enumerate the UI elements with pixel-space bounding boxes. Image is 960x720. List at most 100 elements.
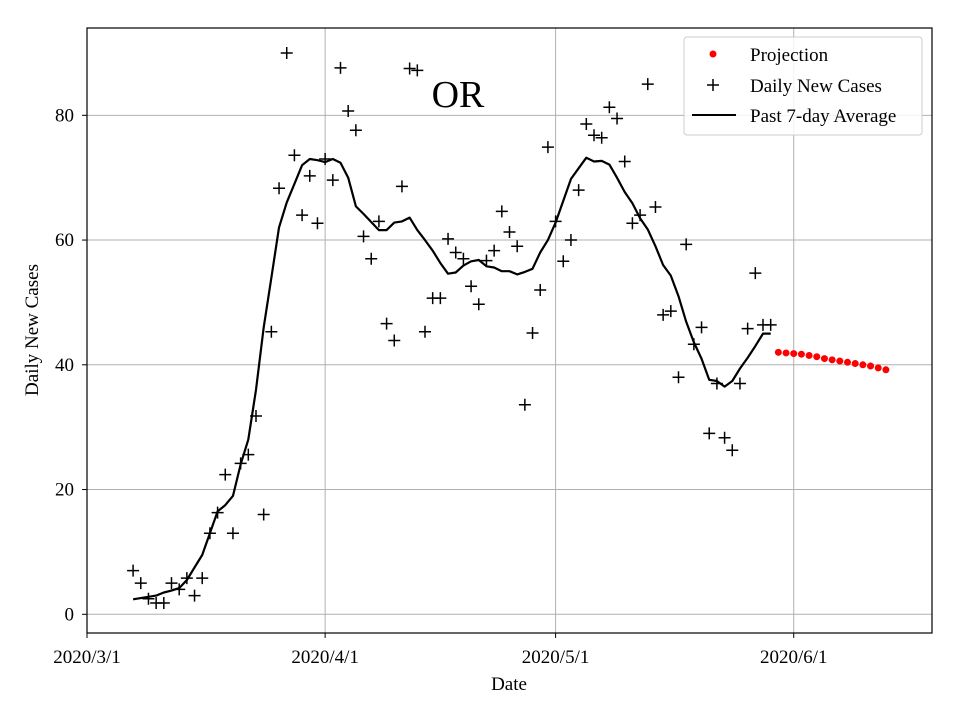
daily-case-marker [211, 506, 224, 519]
daily-case-marker [549, 215, 562, 228]
daily-case-marker [234, 457, 247, 470]
daily-case-marker [649, 201, 662, 214]
daily-case-marker [618, 155, 631, 168]
daily-case-marker [518, 398, 531, 411]
daily-case-marker [349, 124, 362, 137]
daily-case-marker [657, 308, 670, 321]
projection-point [813, 353, 821, 361]
y-tick-label: 20 [55, 480, 74, 501]
daily-case-marker [388, 334, 401, 347]
y-tick-label: 40 [55, 355, 74, 376]
daily-case-marker [680, 238, 693, 251]
daily-case-marker [342, 104, 355, 117]
legend-label-projection: Projection [750, 45, 829, 66]
x-tick-label: 2020/3/1 [53, 647, 121, 668]
daily-case-marker [749, 267, 762, 280]
daily-case-marker [580, 118, 593, 131]
daily-case-marker [626, 217, 639, 230]
daily-case-marker [219, 468, 232, 481]
daily-case-marker [603, 101, 616, 114]
x-tick-label: 2020/5/1 [522, 647, 590, 668]
daily-case-marker [334, 61, 347, 74]
daily-case-marker [395, 180, 408, 193]
y-axis-label: Daily New Cases [22, 264, 43, 396]
daily-case-marker [741, 322, 754, 335]
daily-case-marker [196, 572, 209, 585]
x-axis-label: Date [491, 674, 527, 695]
daily-case-marker [134, 577, 147, 590]
daily-case-marker [480, 254, 493, 267]
projection-point [851, 360, 859, 368]
daily-case-marker [419, 325, 431, 338]
daily-case-marker [411, 64, 424, 77]
daily-case-marker [165, 577, 178, 590]
daily-case-marker [203, 527, 216, 540]
projection-point [874, 364, 882, 372]
legend-marker-projection [709, 50, 717, 58]
daily-case-marker [303, 169, 316, 182]
daily-case-marker [288, 149, 301, 162]
projection-point [844, 358, 851, 366]
legend-box [683, 36, 923, 136]
y-tick-label: 0 [65, 604, 75, 625]
daily-case-marker [326, 174, 339, 187]
daily-case-marker [526, 326, 539, 339]
daily-case-marker [588, 129, 600, 142]
daily-case-marker [534, 283, 547, 296]
daily-case-marker [710, 377, 723, 390]
daily-case-marker [457, 252, 470, 265]
daily-case-marker [188, 589, 201, 602]
daily-case-marker [733, 377, 746, 390]
projection-point [774, 348, 782, 356]
tick-layer: 2020/3/1 2020/4/1 2020/5/1 2020/6/1 0 20 40 60 8… [53, 105, 827, 668]
daily-case-marker [672, 371, 685, 384]
daily-case-marker [503, 225, 516, 238]
y-tick-label: 80 [55, 105, 74, 126]
daily-case-marker [564, 234, 577, 247]
projection-point [797, 350, 805, 358]
daily-case-marker [250, 409, 262, 422]
projection-point [782, 349, 790, 357]
daily-case-marker [695, 321, 708, 334]
daily-case-marker [572, 184, 585, 197]
projection-point [828, 356, 836, 364]
daily-case-marker [465, 280, 478, 293]
daily-case-marker [611, 112, 624, 125]
daily-case-marker [142, 592, 155, 605]
daily-case-marker [472, 298, 485, 311]
daily-case-marker [726, 444, 739, 457]
daily-case-marker [157, 597, 170, 610]
legend-marker-daily-new-cases [707, 79, 719, 91]
daily-case-marker [541, 141, 554, 154]
daily-case-marker [319, 152, 332, 165]
daily-case-marker [764, 318, 777, 331]
series-line-7day-average [132, 156, 771, 601]
projection-point [867, 362, 875, 370]
chart-title: OR [432, 74, 485, 116]
daily-case-marker [403, 62, 416, 75]
projection-point [790, 350, 798, 358]
daily-case-marker [127, 564, 140, 577]
series-layer [127, 46, 890, 610]
daily-case-marker [180, 572, 193, 585]
daily-case-marker [641, 78, 654, 91]
projection-point [836, 357, 844, 365]
daily-case-marker [357, 230, 370, 243]
daily-case-marker [226, 527, 239, 540]
daily-case-marker [434, 292, 447, 305]
daily-case-marker [296, 209, 309, 222]
daily-case-marker [311, 217, 324, 230]
plot-frame [86, 27, 933, 634]
legend: Projection Daily New Cases Past 7-day Av… [683, 36, 923, 136]
y-tick-label: 60 [55, 230, 74, 251]
daily-case-marker [242, 448, 255, 461]
daily-case-marker [634, 209, 647, 222]
x-tick-label: 2020/6/1 [760, 647, 828, 668]
daily-case-marker [703, 427, 716, 440]
daily-case-marker [557, 255, 570, 268]
daily-case-marker [495, 205, 508, 218]
daily-case-marker [449, 246, 462, 259]
daily-case-marker [718, 431, 731, 444]
daily-case-marker [380, 317, 393, 330]
